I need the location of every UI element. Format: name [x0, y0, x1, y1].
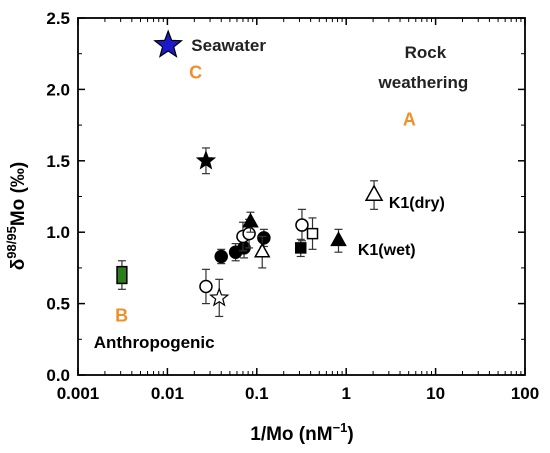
data-point-circle	[257, 231, 271, 245]
marks-layer	[116, 29, 384, 318]
x-tick-label: 10	[426, 384, 445, 403]
y-tick-label: 1.5	[46, 152, 70, 171]
data-point-circle	[199, 279, 213, 294]
data-point-rect	[116, 265, 128, 285]
y-tick-label: 1.0	[46, 223, 70, 242]
x-axis-title-sup: −1	[333, 420, 348, 435]
annotation-label: K1(dry)	[389, 195, 445, 212]
data-point-triangle	[253, 242, 271, 258]
y-tick-label: 0.5	[46, 295, 70, 314]
x-tick-label: 100	[511, 384, 539, 403]
x-tick-label: 0.1	[245, 384, 269, 403]
annotations-layer: Seawater C Rock weathering A K1(dry) K1(wet) BA…	[94, 36, 469, 352]
y-tick-label: 2.0	[46, 80, 70, 99]
data-point-triangle	[364, 184, 384, 202]
data-point-star	[209, 287, 230, 307]
data-point-circle	[214, 249, 228, 264]
data-point-square	[306, 227, 319, 240]
annotation-label: B	[115, 305, 128, 325]
x-tick-label: 1	[341, 384, 350, 403]
annotation-label: K1(wet)	[358, 242, 416, 259]
annotation-label: Seawater	[191, 36, 266, 55]
data-point-triangle	[242, 212, 259, 228]
ticks-layer: 0.001 0.01 0.1 1 10 100 0.0 0.5 1.0 1.5 2.0 2.5	[46, 9, 539, 403]
x-axis-title-main: 1/Mo (nM	[250, 424, 332, 445]
annotation-label: Anthropogenic	[94, 333, 215, 352]
annotation-label: C	[189, 63, 202, 83]
x-axis-title-end: )	[347, 424, 353, 445]
annotation-label: Rock	[405, 43, 447, 62]
data-point-triangle	[330, 231, 347, 247]
data-point-star	[195, 150, 217, 170]
data-point-circle	[242, 226, 256, 241]
plot-frame	[77, 17, 526, 376]
data-point-circle	[295, 218, 309, 232]
y-axis-title: δ98/95Mo (‰)	[4, 162, 29, 270]
x-tick-label: 0.001	[57, 384, 100, 403]
y-axis-title-main: Mo (‰)	[8, 162, 29, 226]
y-tick-label: 2.5	[46, 9, 70, 28]
x-tick-label: 0.01	[151, 384, 184, 403]
y-axis-title-sup: 98/95	[4, 226, 19, 259]
annotation-label: A	[403, 110, 416, 130]
data-point-star	[153, 29, 184, 58]
x-axis-title: 1/Mo (nM−1)	[250, 420, 353, 445]
annotation-label: weathering	[378, 73, 469, 92]
y-tick-label: 0.0	[46, 366, 70, 385]
y-axis-title-delta: δ	[8, 259, 29, 271]
data-point-square	[294, 242, 307, 254]
